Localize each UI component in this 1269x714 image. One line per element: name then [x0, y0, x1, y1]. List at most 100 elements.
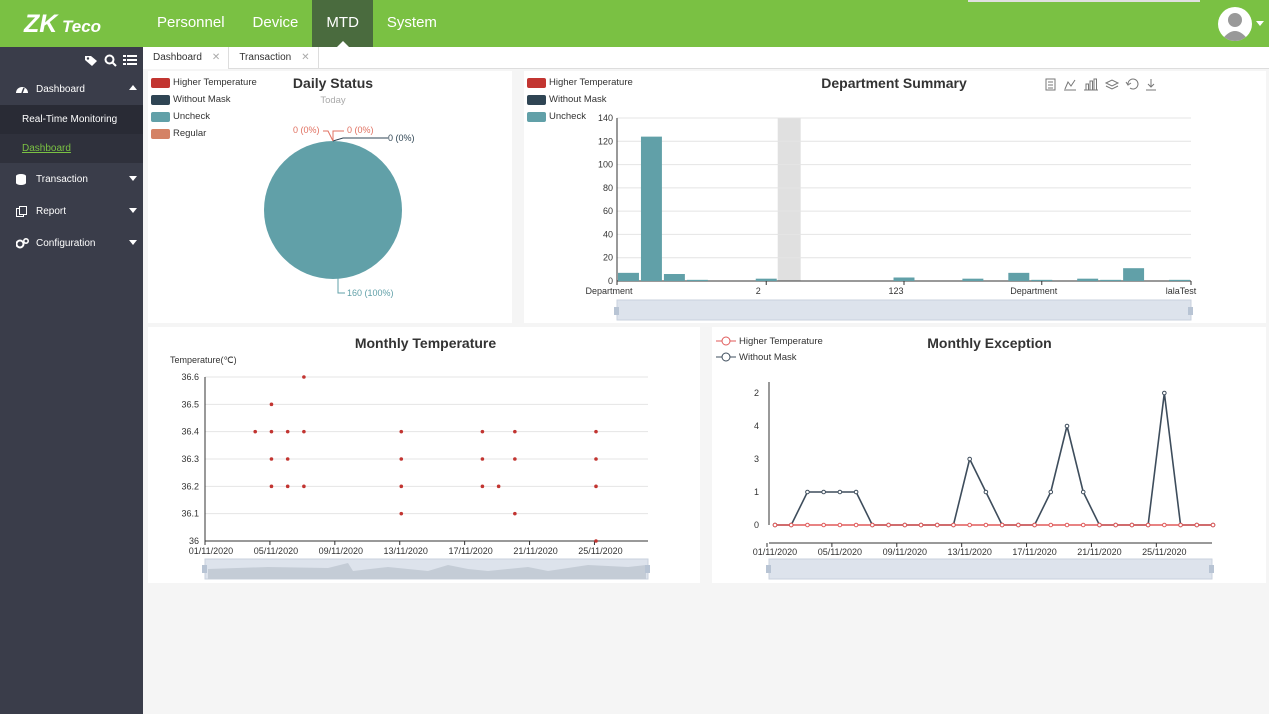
restore-icon[interactable]: [1125, 78, 1139, 90]
legend-item[interactable]: Uncheck: [151, 108, 257, 125]
data-point[interactable]: [1016, 522, 1021, 528]
bar-icon[interactable]: [1084, 78, 1098, 91]
stack-icon[interactable]: [1104, 79, 1120, 90]
data-point[interactable]: [399, 484, 404, 489]
data-point[interactable]: [1048, 489, 1054, 495]
data-point[interactable]: [1129, 522, 1135, 528]
data-point[interactable]: [967, 456, 972, 462]
data-point[interactable]: [1048, 522, 1054, 528]
bar[interactable]: [1100, 279, 1122, 281]
bar[interactable]: [1169, 279, 1190, 281]
data-point[interactable]: [821, 522, 826, 528]
line-icon[interactable]: [1064, 79, 1076, 91]
data-point[interactable]: [886, 522, 891, 528]
slider-handle-right[interactable]: [1209, 565, 1214, 573]
bar[interactable]: [962, 278, 984, 281]
data-point[interactable]: [837, 522, 843, 528]
legend-item[interactable]: Without Mask: [527, 91, 633, 108]
data-point[interactable]: [805, 522, 810, 528]
data-view-icon[interactable]: [1045, 78, 1056, 91]
data-point[interactable]: [983, 489, 989, 495]
legend-item[interactable]: Higher Temperature: [527, 74, 633, 91]
data-point[interactable]: [1162, 390, 1167, 396]
nav-personnel[interactable]: Personnel: [143, 0, 239, 47]
data-point[interactable]: [513, 457, 517, 461]
close-icon[interactable]: ✕: [301, 52, 310, 63]
slider-handle-right[interactable]: [645, 565, 650, 573]
data-point[interactable]: [269, 429, 274, 434]
slider-handle-left[interactable]: [614, 307, 619, 315]
slider-handle-left[interactable]: [202, 565, 207, 573]
download-icon[interactable]: [1146, 79, 1156, 91]
data-point[interactable]: [480, 457, 485, 461]
pie-slice-uncheck[interactable]: [264, 141, 402, 279]
data-point[interactable]: [853, 489, 859, 495]
data-point[interactable]: [253, 429, 258, 434]
close-icon[interactable]: ✕: [211, 52, 221, 63]
data-point[interactable]: [480, 429, 485, 434]
legend-item[interactable]: Without Mask: [716, 349, 823, 365]
user-avatar[interactable]: [1218, 7, 1252, 41]
data-point[interactable]: [1178, 522, 1183, 528]
search-icon[interactable]: [104, 54, 117, 67]
nav-system[interactable]: System: [373, 0, 451, 47]
data-point[interactable]: [302, 429, 306, 434]
data-point[interactable]: [983, 522, 989, 528]
data-point[interactable]: [399, 511, 404, 516]
bar[interactable]: [1123, 268, 1145, 281]
data-point[interactable]: [967, 522, 972, 528]
sidebar-item-dashboard[interactable]: Dashboard: [0, 73, 143, 105]
data-point[interactable]: [805, 489, 810, 495]
data-point[interactable]: [302, 484, 306, 489]
list-icon[interactable]: [123, 54, 137, 66]
data-point[interactable]: [870, 522, 875, 528]
bar[interactable]: [640, 136, 662, 281]
data-point[interactable]: [594, 539, 598, 543]
data-point[interactable]: [480, 484, 485, 489]
slider-handle-right[interactable]: [1188, 307, 1193, 315]
data-point[interactable]: [399, 429, 404, 434]
legend-item[interactable]: Higher Temperature: [716, 333, 823, 349]
nav-mtd[interactable]: MTD: [312, 0, 373, 47]
data-point[interactable]: [594, 429, 598, 434]
data-point[interactable]: [918, 522, 924, 528]
sidebar-sub-dashboard[interactable]: Dashboard: [0, 134, 143, 163]
data-point[interactable]: [1032, 522, 1037, 528]
data-point[interactable]: [1145, 522, 1151, 528]
data-point[interactable]: [772, 522, 778, 528]
data-point[interactable]: [285, 484, 290, 489]
bar[interactable]: [1031, 279, 1053, 281]
data-point[interactable]: [821, 489, 826, 495]
user-menu-caret[interactable]: [1256, 21, 1264, 26]
data-point[interactable]: [1194, 522, 1200, 528]
bar[interactable]: [618, 272, 639, 281]
bar[interactable]: [755, 278, 777, 281]
logo[interactable]: ZK Teco: [0, 0, 143, 47]
bar[interactable]: [686, 279, 708, 281]
data-point[interactable]: [285, 457, 290, 461]
data-point[interactable]: [902, 522, 908, 528]
data-point[interactable]: [496, 484, 501, 489]
data-point[interactable]: [1064, 423, 1070, 429]
sidebar-item-report[interactable]: Report: [0, 195, 143, 227]
zoom-slider[interactable]: [616, 299, 1192, 321]
tab-dashboard[interactable]: Dashboard ✕: [143, 47, 230, 69]
bar[interactable]: [893, 277, 915, 281]
data-point[interactable]: [1064, 522, 1070, 528]
data-point[interactable]: [269, 457, 274, 461]
data-point[interactable]: [788, 522, 794, 528]
data-point[interactable]: [302, 375, 306, 379]
bar[interactable]: [1008, 272, 1030, 281]
slider-handle-left[interactable]: [766, 565, 771, 573]
data-point[interactable]: [269, 402, 274, 407]
data-point[interactable]: [269, 484, 274, 489]
data-point[interactable]: [1080, 522, 1086, 528]
tab-transaction[interactable]: Transaction ✕: [229, 47, 319, 69]
data-point[interactable]: [1080, 489, 1086, 495]
legend-item[interactable]: Without Mask: [151, 91, 257, 108]
data-point[interactable]: [1097, 522, 1102, 528]
sidebar-item-configuration[interactable]: Configuration: [0, 227, 143, 259]
zoom-slider[interactable]: [768, 558, 1213, 580]
data-point[interactable]: [1210, 522, 1216, 528]
sidebar-item-transaction[interactable]: Transaction: [0, 163, 143, 195]
